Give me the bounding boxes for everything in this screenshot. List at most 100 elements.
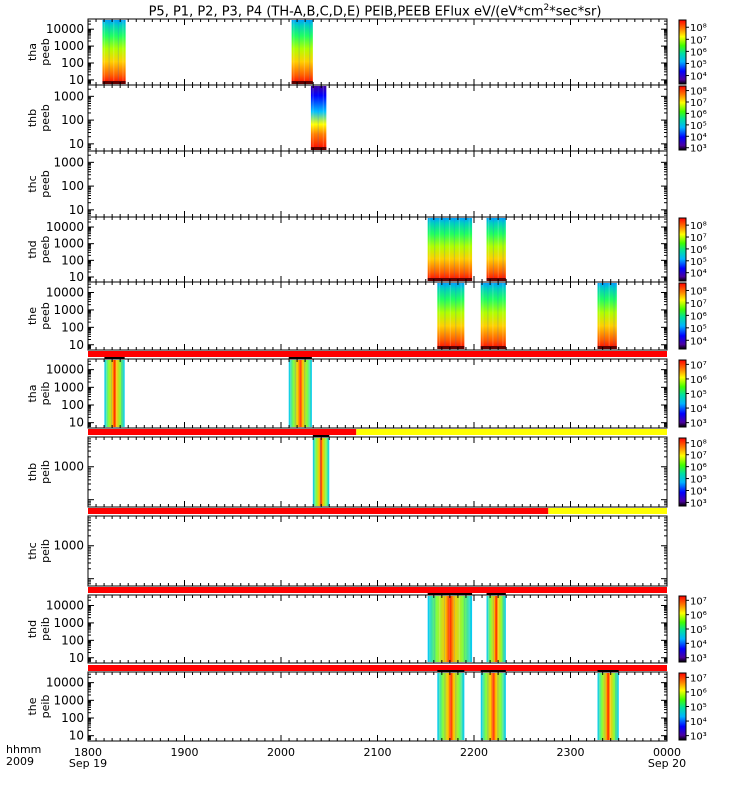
spectrogram-stripe <box>460 283 462 349</box>
spectrogram-block <box>437 283 465 349</box>
colorbar-tick-label: 10⁶ <box>690 463 707 474</box>
spectrogram-stripe <box>487 673 489 740</box>
y-tick-label: 100 <box>61 253 84 267</box>
spectrogram-stripe <box>444 283 446 349</box>
spectrogram-stripe <box>438 673 441 740</box>
colorbar-tick-label: 10⁷ <box>690 360 707 371</box>
spectrogram-fill <box>480 673 506 740</box>
y-axis-label-product: peib <box>39 695 52 719</box>
spectrogram-stripe <box>113 20 115 84</box>
x-tick-date-label: Sep 20 <box>648 757 686 770</box>
low-energy-band <box>291 81 313 84</box>
spectrogram-stripe <box>463 218 465 281</box>
spectrogram-stripe <box>308 360 310 427</box>
spectrogram-stripe <box>429 596 431 662</box>
colorbar-tick-label: 10⁸ <box>690 221 707 232</box>
spectrogram-fill <box>597 283 617 349</box>
colorbar-tick-label: 10⁶ <box>690 47 707 58</box>
low-energy-band <box>480 346 506 349</box>
colorbar-tick-label: 10⁴ <box>690 269 707 280</box>
spectrogram-stripe <box>502 673 504 740</box>
spectrogram-stripe <box>608 283 610 349</box>
spectrogram-stripe <box>293 20 295 84</box>
spectrogram-stripe <box>615 673 617 740</box>
y-tick-label: 10 <box>69 73 84 87</box>
spectrogram-fill <box>310 86 327 150</box>
spectrogram-stripe <box>487 218 490 281</box>
y-axis-label-probe: thd <box>26 240 39 258</box>
panel-frame <box>87 216 668 283</box>
panel-frame <box>87 671 668 742</box>
spectrogram-fill <box>288 360 312 427</box>
spectrogram-stripe <box>444 673 446 740</box>
spectrogram-block <box>486 218 506 281</box>
panel-frame <box>87 594 668 664</box>
y-tick-label: 10000 <box>46 363 84 377</box>
spectrogram-fill <box>486 596 506 662</box>
colorbar-tick-label: 10⁷ <box>690 451 707 462</box>
spectrogram-fill <box>437 283 465 349</box>
y-axis-label-probe: thc <box>26 542 39 559</box>
spectrogram-stripe <box>434 218 436 281</box>
y-tick-label: 1000 <box>53 693 84 707</box>
spectrogram-fill <box>486 218 506 281</box>
colorbar-tick-label: 10⁵ <box>690 625 707 636</box>
spectrogram-block <box>480 670 506 740</box>
colorbar <box>678 437 687 507</box>
y-tick-label: 100 <box>61 398 84 412</box>
spectrogram-stripe <box>117 20 119 84</box>
year-label: 2009 <box>6 755 34 768</box>
panel-frame <box>87 358 668 429</box>
colorbar-tick-label: 10⁵ <box>690 703 707 714</box>
spectrogram-stripe <box>453 596 456 662</box>
y-tick-label: 100 <box>61 56 84 70</box>
spectrogram-stripe <box>325 438 327 506</box>
colorbar-tick-label: 10⁴ <box>690 72 707 83</box>
y-tick-label: 10000 <box>46 598 84 612</box>
spectrogram-stripe <box>449 673 451 740</box>
y-tick-label: 100 <box>61 179 84 193</box>
colorbar-tick-label: 10⁶ <box>690 611 707 622</box>
y-axis-label-product: peeb <box>39 104 52 132</box>
colorbar-tick-label: 10⁶ <box>690 375 707 386</box>
spectrogram-block <box>102 20 126 84</box>
colorbar-tick-label: 10⁷ <box>690 233 707 244</box>
y-axis-label-product: peib <box>39 539 52 563</box>
spectrogram-block <box>288 357 312 427</box>
panel-thc-peib: 1000 thc peib <box>26 508 668 587</box>
block-top-marker <box>437 670 465 672</box>
spectrogram-stripe <box>603 283 605 349</box>
spectrogram-stripe <box>487 596 490 662</box>
spectrogram-stripe <box>103 20 106 84</box>
colorbar-tick-label: 10⁶ <box>690 109 707 120</box>
spectrogram-stripe <box>110 360 113 427</box>
block-top-marker <box>597 670 619 672</box>
x-tick-label: 1800 <box>74 746 102 759</box>
colorbar-tick-label: 10⁴ <box>690 132 707 143</box>
low-energy-band <box>597 346 617 349</box>
colorbar <box>678 19 687 85</box>
y-axis-label-product: peeb <box>39 38 52 66</box>
y-tick-label: 1000 <box>53 539 84 553</box>
colorbar-tick-label: 10⁷ <box>690 299 707 310</box>
x-tick-label: 1900 <box>171 746 199 759</box>
y-tick-label: 10 <box>69 729 84 743</box>
y-axis-label-product: peib <box>39 382 52 406</box>
y-tick-label: 1000 <box>53 303 84 317</box>
colorbar-tick-label: 10³ <box>690 654 707 665</box>
x-tick-label: 2000 <box>267 746 295 759</box>
colorbar <box>678 595 687 663</box>
spectrogram-stripe <box>455 283 457 349</box>
spectrogram-stripe <box>487 283 489 349</box>
colorbar-tick-label: 10⁴ <box>690 486 707 497</box>
colorbar-tick-label: 10⁸ <box>690 439 707 450</box>
spectrogram-stripe <box>455 673 457 740</box>
spectrogram-stripe <box>453 218 456 281</box>
spectrogram-stripe <box>468 218 470 281</box>
y-tick-label: 1000 <box>53 89 84 103</box>
y-tick-label: 10 <box>69 416 84 430</box>
